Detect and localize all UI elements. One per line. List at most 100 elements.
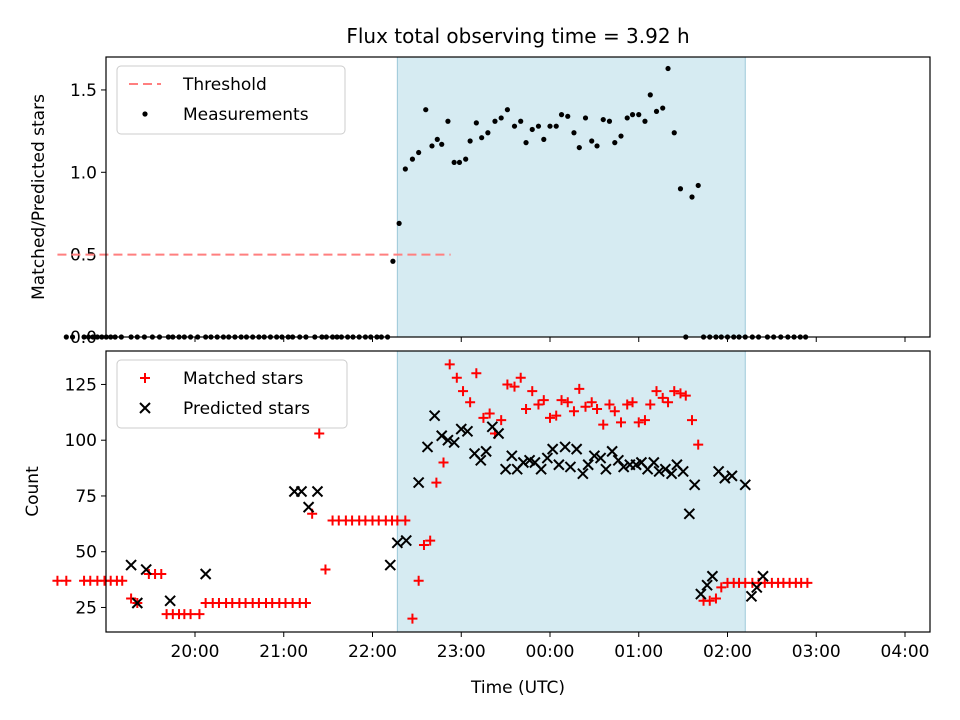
data-point bbox=[677, 465, 689, 478]
x-tick-label: 02:00 bbox=[703, 642, 752, 662]
data-point bbox=[606, 118, 613, 124]
data-point bbox=[518, 118, 524, 124]
data-point bbox=[300, 598, 311, 609]
data-point bbox=[592, 403, 603, 414]
y-axis-label: Matched/Predicted stars bbox=[29, 94, 49, 300]
data-point bbox=[504, 107, 510, 113]
data-point bbox=[647, 92, 653, 98]
legend-swatch bbox=[140, 373, 150, 383]
data-point bbox=[63, 334, 69, 340]
data-point bbox=[94, 334, 100, 340]
data-point bbox=[545, 412, 555, 423]
data-point bbox=[541, 452, 554, 464]
legend-label: Predicted stars bbox=[183, 399, 310, 419]
data-point bbox=[604, 399, 615, 410]
data-point bbox=[538, 395, 549, 406]
data-point bbox=[571, 130, 577, 136]
data-point bbox=[559, 441, 571, 453]
data-point bbox=[439, 141, 445, 147]
data-point bbox=[413, 575, 424, 586]
data-point bbox=[677, 186, 684, 192]
data-point bbox=[478, 412, 489, 423]
data-point bbox=[687, 415, 697, 426]
data-point bbox=[402, 166, 408, 172]
data-point bbox=[582, 459, 594, 471]
data-point bbox=[400, 534, 412, 547]
data-point bbox=[384, 559, 396, 571]
data-point bbox=[562, 397, 573, 408]
data-point bbox=[689, 194, 695, 200]
data-point bbox=[541, 136, 547, 142]
data-point bbox=[636, 112, 642, 118]
data-point bbox=[568, 406, 579, 417]
data-point bbox=[600, 116, 606, 123]
data-point bbox=[416, 149, 422, 156]
legend-swatch bbox=[139, 402, 151, 414]
data-point bbox=[458, 386, 469, 397]
data-point bbox=[663, 397, 674, 408]
data-point bbox=[547, 123, 553, 129]
data-point bbox=[506, 450, 518, 462]
data-point bbox=[576, 144, 582, 151]
data-point bbox=[471, 368, 482, 379]
data-point bbox=[701, 579, 713, 591]
data-point bbox=[586, 397, 597, 408]
data-point bbox=[448, 436, 460, 449]
data-point bbox=[421, 441, 434, 453]
data-point bbox=[423, 107, 429, 113]
data-point bbox=[627, 397, 638, 408]
data-point bbox=[582, 115, 589, 121]
data-point bbox=[451, 159, 457, 166]
data-point bbox=[653, 108, 660, 114]
data-point bbox=[551, 410, 562, 421]
data-point bbox=[521, 403, 532, 414]
data-point bbox=[320, 564, 331, 575]
data-point bbox=[425, 535, 436, 546]
data-point bbox=[710, 593, 721, 604]
data-point bbox=[553, 459, 565, 471]
figure-title: Flux total observing time = 3.92 h bbox=[346, 24, 689, 48]
data-point bbox=[194, 609, 205, 620]
y-tick-label: 1.5 bbox=[70, 81, 97, 101]
y-tick-label: 125 bbox=[65, 375, 97, 395]
series-measurements bbox=[63, 65, 809, 340]
data-point bbox=[642, 118, 648, 124]
x-tick-label: 01:00 bbox=[614, 642, 663, 662]
data-point bbox=[564, 461, 577, 473]
data-point bbox=[588, 450, 601, 462]
data-point bbox=[533, 399, 544, 410]
y-tick-label: 75 bbox=[75, 487, 97, 507]
data-point bbox=[81, 334, 87, 340]
data-point bbox=[185, 609, 196, 620]
data-point bbox=[565, 113, 571, 119]
data-point bbox=[480, 445, 492, 458]
data-point bbox=[125, 559, 137, 571]
data-point bbox=[553, 123, 559, 129]
data-point bbox=[473, 120, 479, 126]
data-point bbox=[617, 461, 630, 473]
data-point bbox=[535, 463, 547, 475]
data-point bbox=[675, 388, 686, 399]
data-point bbox=[726, 470, 738, 482]
data-point bbox=[492, 427, 505, 440]
data-point bbox=[653, 465, 665, 478]
data-point bbox=[126, 593, 137, 604]
data-point bbox=[429, 143, 435, 149]
data-point bbox=[580, 401, 591, 412]
y-tick-label: 0.5 bbox=[70, 246, 97, 266]
data-point bbox=[600, 463, 612, 475]
data-point bbox=[669, 386, 680, 397]
data-point bbox=[492, 118, 498, 124]
data-point bbox=[622, 399, 633, 410]
data-point bbox=[467, 138, 473, 144]
data-point bbox=[412, 476, 425, 489]
x-axis-label: Time (UTC) bbox=[470, 678, 565, 698]
data-point bbox=[485, 130, 491, 136]
data-point bbox=[445, 118, 451, 124]
data-point bbox=[558, 112, 565, 118]
data-point bbox=[695, 182, 701, 189]
data-point bbox=[314, 428, 325, 439]
data-point bbox=[131, 597, 144, 609]
